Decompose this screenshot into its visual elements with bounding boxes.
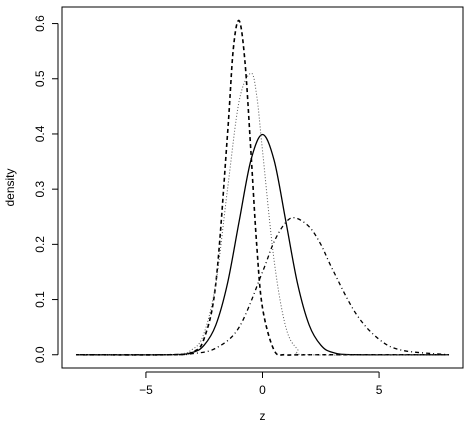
x-tick-label: 0 <box>259 383 266 397</box>
series-line-dotdash <box>75 217 450 356</box>
series-line-dotted <box>75 72 450 356</box>
plot-area-frame <box>61 6 464 369</box>
y-tick-label: 0.5 <box>33 70 47 87</box>
y-tick-label: 0.0 <box>33 346 47 363</box>
x-axis-title: z <box>260 409 266 423</box>
series-line-solid <box>75 133 450 356</box>
series-layer <box>75 19 450 357</box>
y-tick-label: 0.2 <box>33 236 47 253</box>
x-axis: −5 0 5 <box>139 371 383 397</box>
y-tick-label: 0.6 <box>33 15 47 32</box>
y-axis-title: density <box>3 168 17 206</box>
y-axis: 0.0 0.1 0.2 0.3 0.4 0.5 0.6 <box>33 15 59 363</box>
y-tick-label: 0.4 <box>33 125 47 142</box>
series-line-dashed <box>75 19 450 357</box>
x-tick-label: 5 <box>376 383 383 397</box>
y-tick-label: 0.3 <box>33 180 47 197</box>
x-tick-label: −5 <box>139 383 153 397</box>
y-tick-label: 0.1 <box>33 291 47 308</box>
